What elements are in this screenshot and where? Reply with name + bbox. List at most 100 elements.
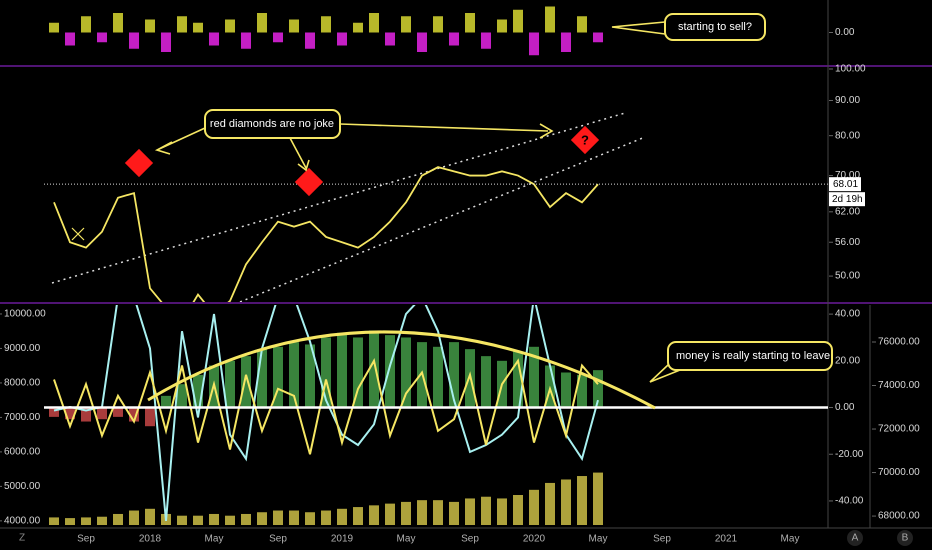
bar	[417, 32, 427, 52]
bar	[369, 505, 379, 525]
last-price-box	[829, 177, 861, 192]
countdown-box	[829, 192, 865, 207]
bar	[97, 407, 107, 420]
y-tick-label: 0.00	[835, 402, 855, 413]
bar	[177, 515, 187, 525]
bar	[561, 372, 571, 408]
bar	[113, 407, 123, 417]
countdown-label: 2d 19h	[832, 194, 863, 205]
bar	[161, 395, 171, 408]
bar	[193, 22, 203, 33]
x-tick-label: Sep	[461, 534, 479, 545]
bar	[257, 349, 267, 408]
line-series	[53, 166, 599, 302]
bar	[401, 16, 411, 33]
bar	[561, 479, 571, 525]
bar	[385, 335, 395, 408]
bar	[289, 510, 299, 525]
bar	[449, 342, 459, 408]
bar	[161, 32, 171, 52]
x-tick-label: Sep	[653, 534, 671, 545]
x-tick-label: 2019	[331, 534, 354, 545]
bar	[65, 407, 75, 420]
bar	[81, 517, 91, 525]
bar	[225, 19, 235, 33]
ui-icon[interactable]: Z	[19, 533, 25, 544]
y-tick-label: 68000.00	[878, 511, 920, 522]
bar	[97, 32, 107, 43]
bar	[49, 517, 59, 525]
bar	[209, 32, 219, 46]
y-tick-label: 56.00	[835, 237, 860, 248]
bar	[129, 510, 139, 525]
y-tick-label: 5000.00	[4, 481, 41, 492]
trend-line	[51, 112, 626, 284]
bar	[273, 346, 283, 408]
y-tick-label: -40.00	[835, 496, 864, 507]
y-tick-label: 76000.00	[878, 337, 920, 348]
y-tick-label: 62.00	[835, 206, 860, 217]
bar	[257, 512, 267, 525]
bar	[49, 22, 59, 33]
trend-line	[239, 136, 646, 302]
y-tick-label: 20.00	[835, 355, 860, 366]
bar	[225, 515, 235, 525]
x-tick-label: May	[589, 534, 608, 545]
bar	[321, 510, 331, 525]
ui-icon-bg	[847, 530, 863, 546]
y-tick-label: 70000.00	[878, 467, 920, 478]
bar	[577, 476, 587, 525]
y-tick-label: 74000.00	[878, 380, 920, 391]
bar	[321, 16, 331, 33]
bar	[545, 6, 555, 33]
bar	[481, 496, 491, 525]
bar	[193, 374, 203, 408]
bar	[545, 482, 555, 525]
line-series	[53, 305, 599, 521]
bar	[177, 16, 187, 33]
bar	[385, 503, 395, 525]
y-tick-label: 8000.00	[4, 378, 41, 389]
callout-text: money is really starting to leave	[676, 350, 830, 362]
bar	[65, 518, 75, 525]
bar	[497, 19, 507, 33]
callout-box	[667, 341, 833, 371]
bar	[49, 407, 59, 417]
y-tick-label: 70.00	[835, 170, 860, 181]
bar	[513, 9, 523, 33]
bar	[337, 32, 347, 46]
y-tick-label: 4000.00	[4, 516, 41, 527]
bar	[481, 32, 491, 49]
bar	[497, 498, 507, 525]
bar	[481, 356, 491, 408]
ui-icon[interactable]: A	[852, 533, 859, 544]
y-tick-label: -20.00	[835, 449, 864, 460]
y-tick-label: 50.00	[835, 271, 860, 282]
callout-box	[664, 13, 766, 41]
callout-text: starting to sell?	[678, 21, 752, 33]
bar	[577, 16, 587, 33]
bar	[257, 13, 267, 33]
x-tick-label: 2021	[715, 534, 738, 545]
cross-mark	[71, 227, 85, 241]
bar	[417, 500, 427, 525]
y-tick-label: 80.00	[835, 130, 860, 141]
callout-pointer	[611, 21, 666, 35]
bar	[433, 346, 443, 408]
last-price-label: 68.01	[833, 179, 858, 190]
bar	[337, 508, 347, 525]
x-tick-label: 2020	[523, 534, 546, 545]
bar	[273, 32, 283, 43]
ui-icon[interactable]: B	[902, 533, 909, 544]
bar	[97, 516, 107, 525]
y-tick-label: 100.00	[835, 64, 866, 75]
bar	[289, 19, 299, 33]
y-tick-label: 40.00	[835, 309, 860, 320]
x-tick-label: Sep	[77, 534, 95, 545]
bar	[209, 513, 219, 525]
bar	[129, 407, 139, 422]
bar	[337, 332, 347, 408]
bar	[81, 407, 91, 422]
